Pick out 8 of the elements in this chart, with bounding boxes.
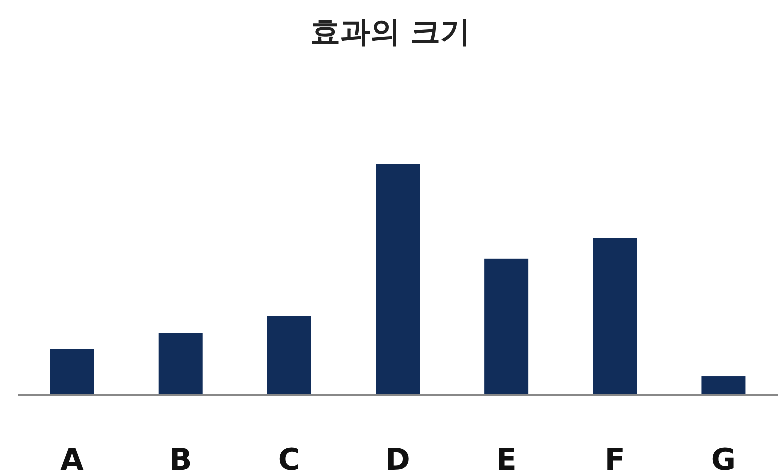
- x-tick-label: C: [278, 443, 300, 473]
- x-tick-label: F: [604, 443, 626, 473]
- chart-title: 효과의 크기: [310, 15, 471, 50]
- x-tick-label: A: [60, 443, 85, 473]
- x-tick-label: E: [496, 443, 517, 473]
- x-tick-label: G: [711, 443, 736, 473]
- x-tick-label: D: [386, 443, 410, 473]
- x-tick-label: B: [169, 443, 192, 473]
